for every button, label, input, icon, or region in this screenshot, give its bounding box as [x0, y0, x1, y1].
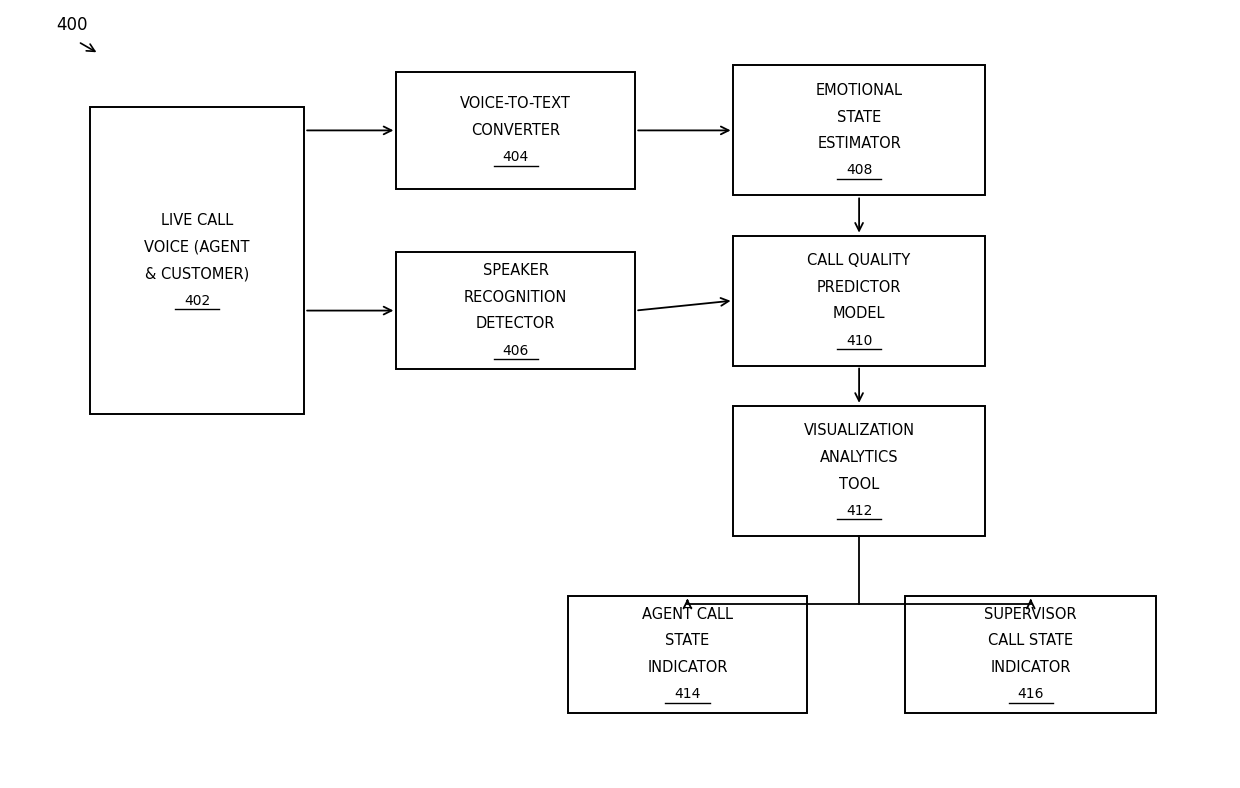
Text: VOICE (AGENT: VOICE (AGENT [144, 240, 249, 255]
FancyBboxPatch shape [89, 107, 304, 414]
Text: CALL STATE: CALL STATE [988, 634, 1074, 649]
Text: INDICATOR: INDICATOR [991, 660, 1071, 675]
Text: 414: 414 [675, 687, 701, 701]
Text: & CUSTOMER): & CUSTOMER) [145, 266, 249, 281]
Text: 400: 400 [56, 17, 88, 35]
FancyBboxPatch shape [568, 596, 807, 712]
Text: RECOGNITION: RECOGNITION [464, 290, 568, 305]
Text: 402: 402 [184, 294, 210, 307]
Text: MODEL: MODEL [833, 307, 885, 322]
Text: 412: 412 [846, 504, 872, 518]
FancyBboxPatch shape [733, 406, 985, 536]
Text: DETECTOR: DETECTOR [476, 317, 556, 332]
Text: CALL QUALITY: CALL QUALITY [807, 253, 910, 268]
FancyBboxPatch shape [733, 236, 985, 366]
Text: TOOL: TOOL [839, 477, 879, 492]
Text: AGENT CALL: AGENT CALL [642, 607, 733, 622]
Text: PREDICTOR: PREDICTOR [817, 280, 901, 295]
Text: CONVERTER: CONVERTER [471, 123, 560, 138]
FancyBboxPatch shape [397, 252, 635, 369]
Text: 410: 410 [846, 333, 872, 348]
Text: ANALYTICS: ANALYTICS [820, 450, 899, 465]
Text: INDICATOR: INDICATOR [647, 660, 728, 675]
Text: VOICE-TO-TEXT: VOICE-TO-TEXT [460, 96, 572, 111]
Text: ESTIMATOR: ESTIMATOR [817, 136, 901, 151]
FancyBboxPatch shape [733, 65, 985, 195]
Text: 416: 416 [1018, 687, 1044, 701]
Text: VISUALIZATION: VISUALIZATION [804, 423, 915, 438]
FancyBboxPatch shape [905, 596, 1157, 712]
Text: STATE: STATE [666, 634, 709, 649]
Text: STATE: STATE [837, 110, 882, 125]
Text: 408: 408 [846, 163, 872, 177]
FancyBboxPatch shape [397, 72, 635, 189]
Text: 406: 406 [502, 344, 529, 358]
Text: SUPERVISOR: SUPERVISOR [985, 607, 1078, 622]
Text: LIVE CALL: LIVE CALL [161, 213, 233, 228]
Text: 404: 404 [502, 150, 529, 164]
Text: EMOTIONAL: EMOTIONAL [816, 83, 903, 98]
Text: SPEAKER: SPEAKER [482, 263, 549, 278]
